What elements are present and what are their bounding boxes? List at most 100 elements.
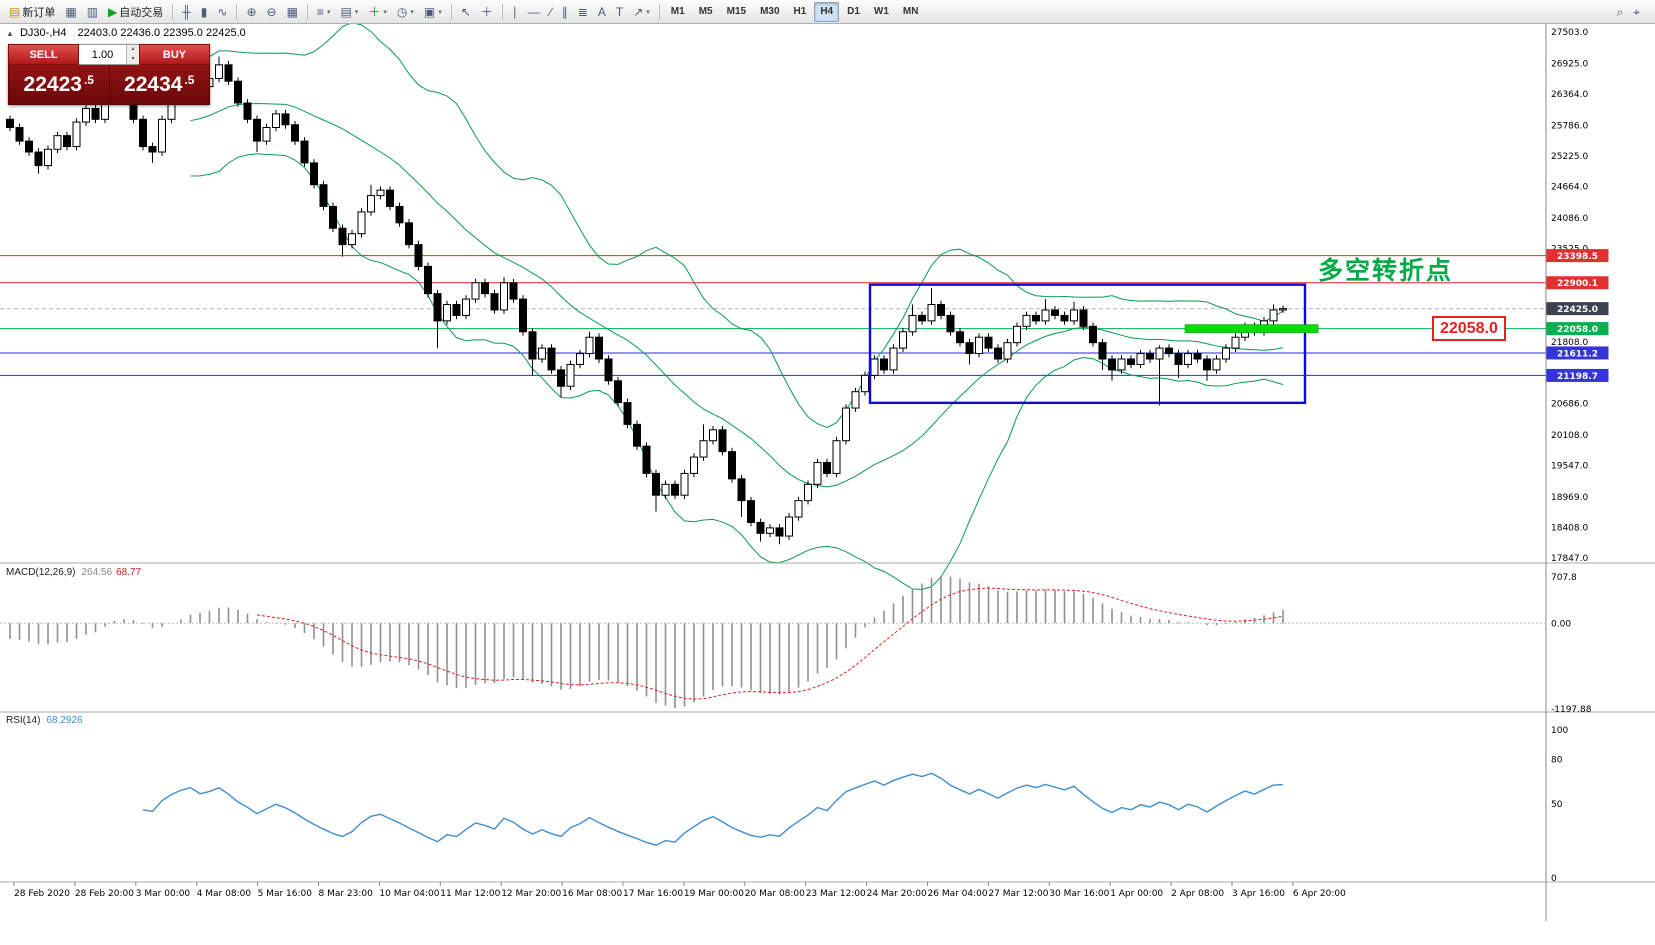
crosshair-target-button[interactable]: ⌖ bbox=[1629, 2, 1644, 22]
svg-text:16 Mar 08:00: 16 Mar 08:00 bbox=[562, 889, 622, 899]
crosshair-button[interactable]: ＋ bbox=[477, 2, 497, 22]
quantity-up-button[interactable]: ▴ bbox=[127, 45, 139, 55]
svg-text:0: 0 bbox=[1551, 874, 1557, 884]
svg-text:28 Feb 20:00: 28 Feb 20:00 bbox=[75, 889, 134, 899]
channel-button[interactable]: ∥ bbox=[558, 2, 572, 22]
timeframe-button-m5[interactable]: M5 bbox=[698, 6, 713, 17]
horizontal-line-button[interactable]: ― bbox=[524, 2, 544, 22]
rsi-line bbox=[142, 772, 1284, 846]
macd-value: 264.56 bbox=[81, 567, 113, 578]
svg-text:20686.0: 20686.0 bbox=[1551, 399, 1588, 409]
rsi-value: 68.2926 bbox=[46, 715, 83, 726]
tile-windows-button[interactable]: ▦ bbox=[283, 2, 302, 22]
svg-text:18969.0: 18969.0 bbox=[1551, 493, 1588, 503]
svg-text:19547.0: 19547.0 bbox=[1551, 461, 1588, 471]
sell-price[interactable]: 22423 .5 bbox=[9, 65, 109, 104]
symbol-period-label: DJ30-,H4 bbox=[19, 27, 67, 39]
profiles-icon: ▥ bbox=[86, 4, 99, 19]
buy-price-main: 22434 bbox=[124, 72, 183, 96]
arrows-button[interactable]: ↗ ▾ bbox=[629, 2, 654, 22]
autotrading-icon: ▶ bbox=[108, 4, 118, 19]
cursor-button[interactable]: ↖ bbox=[457, 2, 475, 22]
candlestick-chart-button[interactable]: ▮ bbox=[197, 2, 212, 22]
text-button[interactable]: A bbox=[594, 2, 610, 22]
timeframe-button-mn[interactable]: MN bbox=[902, 6, 919, 17]
tile-windows-icon: ▦ bbox=[286, 4, 298, 19]
toolbar-separator bbox=[501, 3, 503, 20]
objects-icon: ▣ bbox=[423, 4, 436, 19]
svg-text:12 Mar 20:00: 12 Mar 20:00 bbox=[501, 889, 561, 899]
templates-button[interactable]: ▤ ▾ bbox=[336, 2, 362, 22]
fibonacci-button[interactable]: ≣ bbox=[574, 2, 592, 22]
quantity-spinners: ▴ ▾ bbox=[126, 45, 139, 64]
turning-point-annotation[interactable]: 多空转折点 bbox=[1318, 257, 1454, 285]
vertical-line-button[interactable]: ∣ bbox=[508, 2, 522, 22]
sell-price-frac: .5 bbox=[83, 73, 94, 87]
autotrading-button[interactable]: ▶ 自动交易 bbox=[104, 2, 167, 22]
zoom-out-button[interactable]: ⊖ bbox=[263, 2, 281, 22]
profiles-button[interactable]: ▥ bbox=[83, 2, 102, 22]
toolbar-separator bbox=[450, 3, 452, 20]
price-axis-badges: 23398.5 22900.1 22425.0 22058.0 21611.2 21198… bbox=[1546, 249, 1609, 382]
horizontal-level-lines bbox=[0, 255, 1546, 376]
timeframe-button-h1[interactable]: H1 bbox=[793, 6, 807, 17]
chart-window-button[interactable]: ▦ bbox=[61, 2, 80, 22]
add-indicator-button[interactable]: ＋ ▾ bbox=[364, 2, 391, 22]
dropdown-arrow-icon: ▾ bbox=[354, 8, 359, 16]
timeframe-button-w1[interactable]: W1 bbox=[873, 6, 889, 17]
svg-text:3 Mar 00:00: 3 Mar 00:00 bbox=[136, 889, 191, 899]
crosshair-target-icon: ⌖ bbox=[1633, 4, 1640, 19]
bollinger-bands bbox=[190, 24, 1284, 590]
timeframe-button-d1[interactable]: D1 bbox=[847, 6, 860, 17]
rectangle-annotation[interactable] bbox=[868, 283, 1307, 405]
new-order-button-label: 新订单 bbox=[22, 6, 56, 19]
svg-text:1 Apr 00:00: 1 Apr 00:00 bbox=[1110, 889, 1163, 899]
sell-price-main: 22423 bbox=[23, 72, 82, 96]
trendline-button[interactable]: ∕ bbox=[546, 2, 556, 22]
svg-text:27503.0: 27503.0 bbox=[1551, 28, 1588, 38]
dropdown-arrow-icon: ▾ bbox=[438, 8, 442, 16]
timeframe-button-h4[interactable]: H4 bbox=[814, 1, 840, 22]
zoom-out-icon: ⊖ bbox=[266, 4, 277, 19]
timeframe-button-m30[interactable]: M30 bbox=[760, 6, 780, 17]
quantity-down-button[interactable]: ▾ bbox=[127, 54, 139, 64]
timeframe-button-m15[interactable]: M15 bbox=[726, 6, 747, 17]
svg-text:2 Apr 08:00: 2 Apr 08:00 bbox=[1171, 889, 1224, 899]
periodicity-icon: ◷ bbox=[396, 4, 408, 19]
new-order-button[interactable]: ▤ 新订单 bbox=[5, 2, 59, 22]
macd-histogram bbox=[9, 576, 1284, 708]
time-axis: 28 Feb 2020 28 Feb 20:00 3 Mar 00:00 4 Mar … bbox=[13, 882, 1346, 899]
svg-text:23398.5: 23398.5 bbox=[1557, 252, 1598, 262]
price-callout-label[interactable]: 22058.0 bbox=[1432, 316, 1506, 341]
timeframe-button-m1[interactable]: M1 bbox=[670, 6, 685, 17]
chart-window-icon: ▦ bbox=[65, 4, 77, 19]
horizontal-line-icon: ― bbox=[527, 4, 540, 19]
objects-button[interactable]: ▣ ▾ bbox=[420, 2, 446, 22]
bar-chart-button[interactable]: ╫ bbox=[178, 2, 195, 22]
symbol-search-icon: ⌕ bbox=[1616, 4, 1624, 19]
svg-text:19 Mar 00:00: 19 Mar 00:00 bbox=[684, 889, 744, 899]
bar-chart-icon: ╫ bbox=[182, 4, 191, 19]
symbol-search-button[interactable]: ⌕ bbox=[1613, 2, 1628, 22]
label-button[interactable]: T bbox=[612, 2, 627, 22]
highlight-bar[interactable] bbox=[1184, 324, 1319, 333]
fibonacci-icon: ≣ bbox=[577, 4, 588, 19]
svg-text:3 Apr 16:00: 3 Apr 16:00 bbox=[1232, 889, 1285, 899]
add-indicator-icon: ＋ bbox=[368, 4, 381, 19]
line-chart-button[interactable]: ∿ bbox=[213, 2, 231, 22]
periodicity-button[interactable]: ◷ ▾ bbox=[393, 2, 418, 22]
buy-button[interactable]: BUY bbox=[139, 44, 210, 65]
svg-text:21198.7: 21198.7 bbox=[1557, 372, 1598, 382]
rsi-axis: 100 80 50 0 bbox=[1551, 726, 1568, 884]
trendline-icon: ∕ bbox=[549, 4, 552, 19]
svg-text:5 Mar 16:00: 5 Mar 16:00 bbox=[258, 889, 313, 899]
sell-button[interactable]: SELL bbox=[8, 44, 79, 65]
buy-price[interactable]: 22434 .5 bbox=[108, 65, 210, 104]
svg-text:24664.0: 24664.0 bbox=[1551, 183, 1588, 193]
chart-anchor-icon: ▲ bbox=[6, 29, 14, 38]
zoom-in-button[interactable]: ⊕ bbox=[242, 2, 260, 22]
quantity-value[interactable]: 1.00 bbox=[91, 48, 114, 61]
indicators-button[interactable]: ≡ ▾ bbox=[313, 2, 335, 22]
svg-text:80: 80 bbox=[1551, 756, 1563, 766]
quantity-stepper[interactable]: 1.00 ▴ ▾ bbox=[79, 44, 139, 65]
